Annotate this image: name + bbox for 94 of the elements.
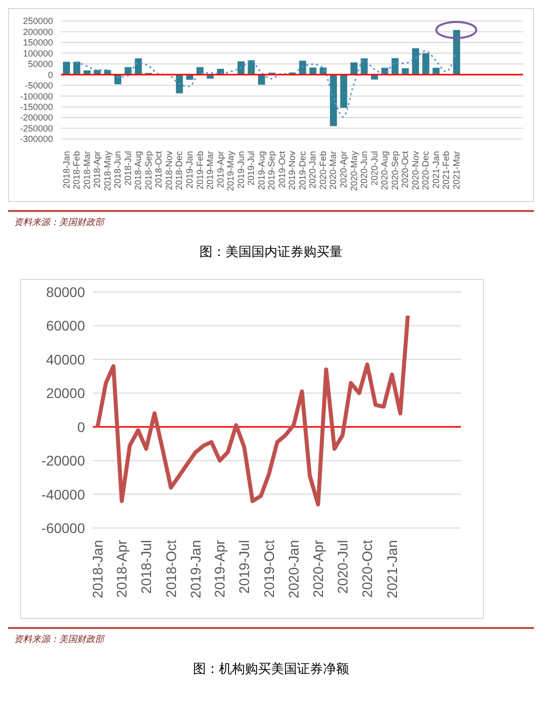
text: 图：机构购买美国证券净额 bbox=[192, 661, 350, 678]
y-tick-label: -300000 bbox=[20, 134, 53, 144]
bar bbox=[330, 74, 337, 126]
x-tick-label: 2018-May bbox=[102, 150, 112, 192]
x-tick-label: 2020-Jan bbox=[308, 151, 318, 189]
x-tick-label: 2021-Jan bbox=[430, 151, 441, 189]
x-tick-label: 2018-Apr bbox=[114, 540, 130, 598]
y-tick-label: 20000 bbox=[46, 385, 86, 402]
x-tick-label: 2020-Mar bbox=[328, 151, 338, 190]
y-tick-label: 0 bbox=[48, 70, 53, 80]
x-tick-label: 2019-Jul bbox=[246, 151, 256, 186]
x-tick-label: 2021-Feb bbox=[441, 151, 452, 190]
bar bbox=[63, 62, 70, 75]
x-tick-label: 2019-Sep bbox=[266, 151, 277, 190]
y-tick-label: 100000 bbox=[22, 48, 53, 58]
bar bbox=[309, 68, 316, 75]
x-tick-label: 2020-Dec bbox=[420, 150, 431, 190]
line-series bbox=[76, 50, 458, 118]
x-tick-label: 2019-Dec bbox=[297, 150, 308, 190]
x-tick-label: 2018-Oct bbox=[162, 540, 179, 598]
x-tick-label: 2019-Jun bbox=[236, 151, 246, 189]
y-tick-label: 0 bbox=[77, 418, 86, 435]
bar bbox=[402, 68, 409, 75]
x-tick-label: 2019-Oct bbox=[276, 150, 287, 188]
bar bbox=[453, 30, 460, 75]
y-tick-label: 80000 bbox=[46, 284, 86, 300]
y-tick-label: -100000 bbox=[20, 91, 53, 102]
bar bbox=[299, 60, 306, 75]
x-tick-label: 2021-Mar bbox=[451, 151, 462, 190]
bar bbox=[340, 74, 348, 108]
y-tick-label: -50000 bbox=[24, 80, 53, 91]
bar bbox=[134, 58, 142, 75]
y-tick-label: 150000 bbox=[22, 38, 53, 48]
x-tick-label: 2020-Oct bbox=[400, 150, 410, 188]
x-tick-label: 2020-Apr bbox=[338, 151, 348, 188]
x-tick-label: 2018-Mar bbox=[82, 151, 92, 190]
x-tick-label: 2019-Nov bbox=[287, 150, 298, 190]
x-tick-label: 2019-Oct bbox=[260, 540, 277, 598]
x-tick-label: 2020-Feb bbox=[318, 151, 328, 190]
bar bbox=[73, 62, 80, 75]
x-tick-label: 2018-Nov bbox=[164, 150, 174, 190]
x-tick-label: 2020-Oct bbox=[359, 540, 376, 598]
x-tick-label: 2020-Jul bbox=[334, 540, 350, 594]
y-tick-label: -20000 bbox=[41, 452, 86, 469]
x-tick-label: 2021-Jan bbox=[384, 540, 400, 598]
bar bbox=[238, 61, 245, 75]
x-tick-label: 2020-Jun bbox=[359, 151, 370, 189]
x-tick-label: 2018-Aug bbox=[133, 151, 144, 190]
x-tick-label: 2018-Oct bbox=[154, 150, 164, 188]
x-tick-label: 2020-May bbox=[348, 150, 359, 192]
y-tick-label: 40000 bbox=[46, 351, 86, 368]
y-tick-label: 200000 bbox=[22, 26, 53, 37]
x-tick-label: 2019-Jan bbox=[188, 540, 204, 598]
text: 资料来源：美国财政部 bbox=[14, 216, 106, 229]
y-tick-label: -150000 bbox=[20, 102, 53, 112]
x-tick-label: 2018-Sep bbox=[143, 151, 154, 190]
x-tick-label: 2018-Feb bbox=[72, 151, 82, 190]
text: 资料来源：美国财政部 bbox=[14, 634, 106, 646]
bar bbox=[422, 53, 430, 75]
y-tick-label: -60000 bbox=[41, 520, 86, 536]
x-tick-label: 2018-Apr bbox=[92, 151, 102, 188]
y-tick-label: 50000 bbox=[28, 59, 53, 70]
y-tick-label: -200000 bbox=[20, 112, 53, 123]
x-tick-label: 2019-Feb bbox=[194, 151, 205, 190]
y-tick-label: 250000 bbox=[22, 16, 53, 26]
x-tick-label: 2020-Aug bbox=[380, 151, 390, 190]
bar bbox=[360, 58, 368, 75]
x-tick-label: 2018-Jan bbox=[61, 151, 72, 189]
x-tick-label: 2020-Sep bbox=[390, 151, 400, 190]
x-tick-label: 2018-Jul bbox=[122, 151, 133, 186]
x-tick-label: 2018-Jul bbox=[138, 540, 154, 594]
bar bbox=[412, 48, 420, 75]
x-tick-label: 2019-Jan bbox=[184, 151, 194, 189]
x-tick-label: 2019-May bbox=[226, 150, 236, 192]
bar bbox=[392, 58, 399, 75]
x-tick-label: 2020-Apr bbox=[310, 540, 326, 598]
x-tick-label: 2018-Jun bbox=[112, 151, 123, 189]
line-series bbox=[96, 314, 410, 506]
y-tick-label: -40000 bbox=[41, 486, 86, 502]
x-tick-label: 2020-Jul bbox=[369, 151, 380, 186]
x-tick-label: 2018-Dec bbox=[174, 150, 184, 190]
y-tick-label: -250000 bbox=[20, 123, 53, 134]
bar bbox=[176, 74, 183, 94]
x-tick-label: 2019-Jul bbox=[236, 540, 252, 594]
x-tick-label: 2018-Jan bbox=[89, 540, 106, 598]
bar bbox=[350, 62, 358, 75]
x-tick-label: 2019-Mar bbox=[205, 151, 216, 190]
text: 图：美国国内证券购买量 bbox=[198, 244, 344, 261]
x-tick-label: 2020-Nov bbox=[410, 150, 420, 190]
x-tick-label: 2019-Aug bbox=[256, 151, 266, 190]
x-tick-label: 2019-Apr bbox=[212, 540, 228, 598]
y-tick-label: 60000 bbox=[46, 318, 86, 334]
x-tick-label: 2020-Jan bbox=[286, 540, 302, 598]
x-tick-label: 2019-Apr bbox=[215, 151, 226, 188]
